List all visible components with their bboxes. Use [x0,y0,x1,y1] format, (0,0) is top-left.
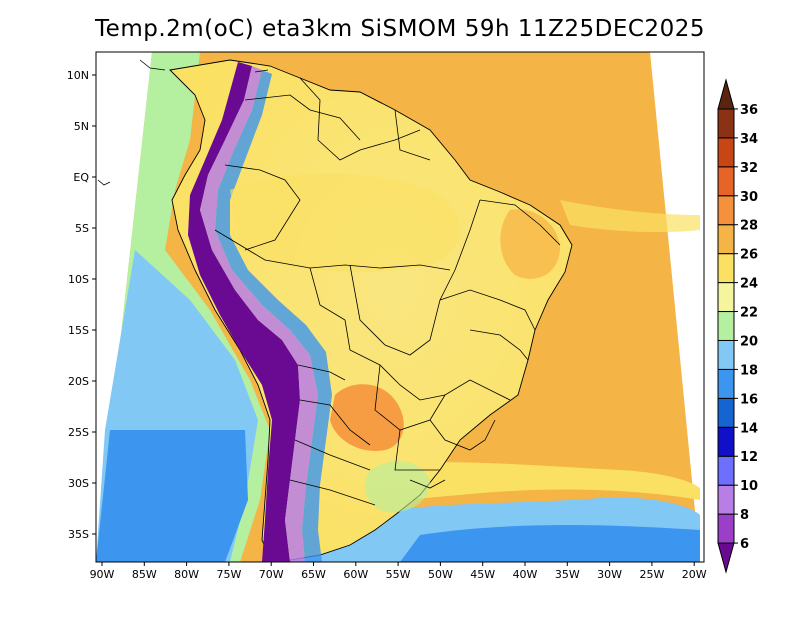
lon-tick-label: 80W [174,568,199,581]
south-brazil-cool [365,461,431,513]
colorbar-swatch [717,455,735,486]
colorbar-label: 34 [740,132,758,147]
colorbar-label: 18 [740,363,758,378]
colorbar-swatch [717,426,735,457]
colorbar-label: 28 [740,219,758,234]
lat-tick-label: 30S [68,477,89,490]
lon-tick-label: 85W [132,568,157,581]
colorbar-swatch [717,108,735,139]
map-frame [95,51,705,563]
colorbar-swatch [717,484,735,515]
lon-tick-label: 90W [90,568,115,581]
colorbar-label: 32 [740,161,758,176]
colorbar-label: 22 [740,306,758,321]
lat-tick-label: 5S [75,222,89,235]
colorbar-swatch [717,195,735,226]
warm-spot-northeast [500,209,560,279]
colorbar-label: 30 [740,190,758,205]
colorbar-max-triangle [717,78,735,110]
lon-tick-label: 40W [513,568,538,581]
latitude-axis: 10N 5N EQ 5S 10S 15S 20S 25S 30S 35S [67,69,96,541]
colorbar-label: 10 [740,479,758,494]
colorbar-label: 20 [740,334,758,349]
lat-tick-label: 10N [67,69,89,82]
colorbar-swatch [717,513,735,544]
longitude-axis: 90W 85W 80W 75W 70W 65W 60W 55W 50W 45W 40W 35W 30W 2… [90,562,707,581]
colorbar-swatch [717,253,735,284]
temperature-field [96,52,700,562]
colorbar-swatch [717,339,735,370]
lon-tick-label: 45W [470,568,495,581]
warm-spot-chaco [330,384,404,451]
colorbar-swatch [717,166,735,197]
andes-ridge-cold [188,62,300,562]
pacific-colder-zone [96,430,248,562]
lat-tick-label: 35S [68,528,89,541]
amazon-warm [230,173,460,273]
lat-tick-label: 10S [68,273,89,286]
lon-tick-label: 25W [639,568,664,581]
colorbar-label: 12 [740,450,758,465]
colorbar-swatch [717,224,735,255]
lon-tick-label: 65W [301,568,326,581]
colorbar-swatch [717,397,735,428]
south-atlantic-colder [400,525,700,562]
lon-tick-label: 50W [428,568,453,581]
lat-tick-label: EQ [73,171,89,184]
lon-tick-label: 30W [597,568,622,581]
lon-tick-label: 75W [216,568,241,581]
colorbar-label: 26 [740,248,758,263]
lat-tick-label: 25S [68,426,89,439]
lon-tick-label: 20W [682,568,707,581]
colorbar-label: 6 [740,537,749,552]
colorbar: 6 8 10 12 14 16 18 20 22 24 26 28 30 32 34 36 [717,78,758,574]
lon-tick-label: 55W [386,568,411,581]
lon-tick-label: 35W [555,568,580,581]
colorbar-swatch [717,311,735,341]
colorbar-swatch [717,368,735,399]
lat-tick-label: 15S [68,324,89,337]
lon-tick-label: 70W [259,568,284,581]
atlantic-warm-band [560,200,700,233]
colorbar-label: 14 [740,421,758,436]
figure-title: Temp.2m(oC) eta3km SiSMOM 59h 11Z25DEC20… [95,16,705,42]
colorbar-label: 16 [740,392,758,407]
colorbar-label: 8 [740,508,749,523]
political-borders [214,77,561,506]
colorbar-min-triangle [717,542,735,574]
andes-ridge-mid [200,66,318,562]
colorbar-swatch [717,282,735,313]
colorbar-label: 36 [740,103,758,118]
lon-tick-label: 60W [343,568,368,581]
lat-tick-label: 20S [68,375,89,388]
colorbar-swatch [717,137,735,168]
caribbean-islands [97,59,269,186]
lat-tick-label: 5N [74,120,89,133]
colorbar-label: 24 [740,277,758,292]
